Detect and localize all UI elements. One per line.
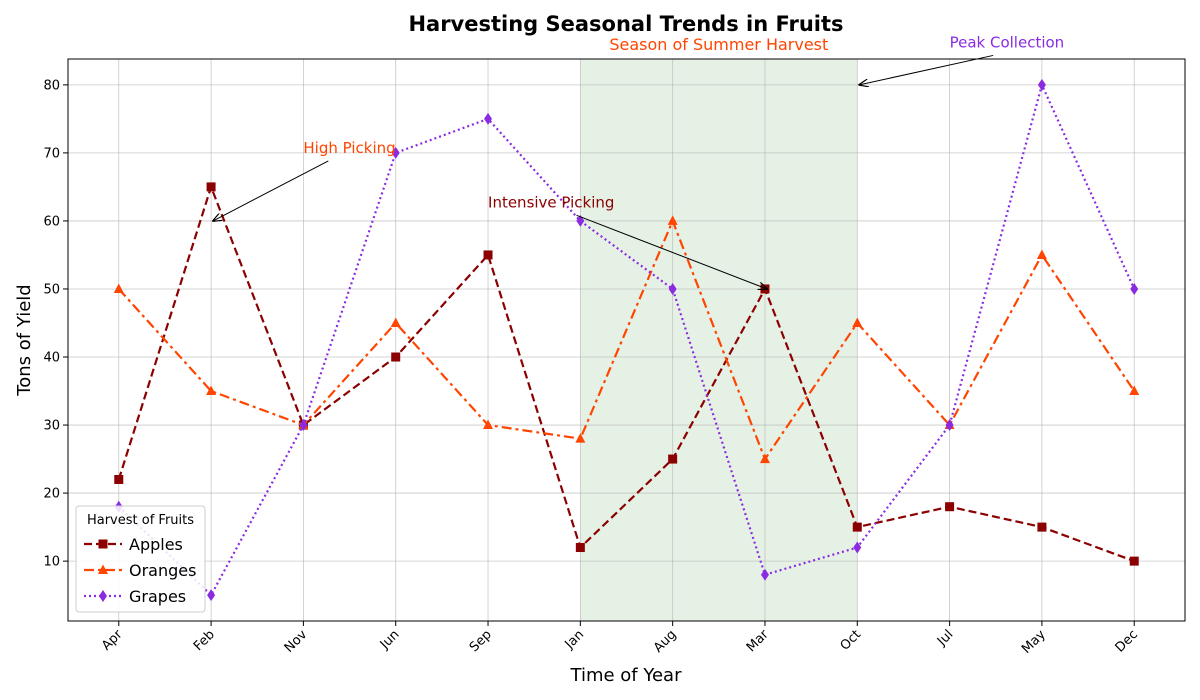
y-tick-label: 10 bbox=[43, 555, 60, 570]
legend-swatch-marker bbox=[98, 564, 108, 574]
annotation-arrow bbox=[859, 54, 994, 84]
legend-label: Grapes bbox=[129, 587, 186, 606]
annotation-arrow bbox=[576, 214, 767, 289]
data-point-oranges bbox=[113, 283, 124, 293]
legend-item-apples: Apples bbox=[84, 535, 183, 554]
data-point-oranges bbox=[483, 419, 494, 430]
legend-item-grapes: Grapes bbox=[84, 587, 186, 606]
y-tick-label: 50 bbox=[43, 282, 60, 297]
data-point-oranges bbox=[852, 317, 863, 327]
data-point-oranges bbox=[667, 215, 678, 225]
data-point-oranges bbox=[575, 433, 586, 443]
data-point-oranges bbox=[759, 453, 770, 464]
data-point-grapes bbox=[1130, 282, 1139, 295]
annotation-label: High Picking bbox=[303, 139, 395, 157]
y-axis-label: Tons of Yield bbox=[14, 284, 35, 396]
chart-title: Harvesting Seasonal Trends in Fruits bbox=[408, 12, 843, 36]
data-point-grapes bbox=[668, 282, 677, 295]
data-point-grapes bbox=[1037, 78, 1046, 91]
annotation-label: Intensive Picking bbox=[488, 193, 614, 211]
y-tick-label: 20 bbox=[43, 487, 60, 502]
legend-title: Harvest of Fruits bbox=[87, 513, 194, 528]
data-point-grapes bbox=[760, 568, 769, 581]
annotation-arrow bbox=[213, 160, 329, 221]
data-point-apples bbox=[852, 522, 862, 532]
data-point-apples bbox=[206, 182, 216, 192]
data-point-apples bbox=[1129, 556, 1139, 566]
legend-label: Oranges bbox=[129, 561, 196, 580]
annotation-label: Peak Collection bbox=[950, 33, 1065, 51]
data-point-grapes bbox=[853, 541, 862, 554]
data-point-apples bbox=[483, 250, 493, 260]
data-point-oranges bbox=[1129, 385, 1140, 396]
grid-layer bbox=[68, 59, 1185, 621]
legend-swatch-marker bbox=[98, 539, 108, 549]
shaded-region-label: Season of Summer Harvest bbox=[609, 35, 828, 54]
series-line-apples bbox=[117, 183, 1135, 563]
legend-item-oranges: Oranges bbox=[84, 561, 196, 580]
y-tick-label: 40 bbox=[43, 351, 60, 366]
data-point-oranges bbox=[390, 317, 401, 327]
data-point-apples bbox=[945, 502, 955, 512]
data-point-oranges bbox=[206, 385, 217, 396]
data-point-grapes bbox=[207, 589, 216, 602]
data-point-apples bbox=[760, 284, 770, 294]
y-tick-label: 80 bbox=[43, 78, 60, 93]
data-point-apples bbox=[391, 352, 401, 362]
data-point-apples bbox=[575, 543, 585, 553]
data-point-grapes bbox=[299, 419, 308, 432]
data-point-grapes bbox=[945, 419, 954, 432]
plot-frame bbox=[67, 58, 1186, 622]
legend-swatch-marker bbox=[99, 590, 107, 602]
data-point-grapes bbox=[391, 146, 400, 159]
y-tick-label: 30 bbox=[43, 419, 60, 434]
x-axis-label: Time of Year bbox=[570, 665, 683, 686]
annotation-layer: High Picking Intensive Picking Peak Collec… bbox=[213, 33, 1064, 289]
y-tick-label: 70 bbox=[43, 146, 60, 161]
data-point-oranges bbox=[1036, 249, 1047, 259]
data-point-apples bbox=[668, 454, 678, 464]
data-point-apples bbox=[1037, 522, 1047, 532]
legend: Harvest of Fruits Apples Oranges Grapes bbox=[75, 505, 206, 613]
shade-layer: Season of Summer Harvest bbox=[580, 35, 858, 621]
data-point-grapes bbox=[484, 112, 493, 125]
data-point-apples bbox=[114, 474, 124, 484]
y-tick-label: 60 bbox=[43, 214, 60, 229]
legend-box bbox=[75, 505, 206, 613]
legend-label: Apples bbox=[129, 535, 183, 554]
series-line-oranges bbox=[117, 218, 1136, 462]
